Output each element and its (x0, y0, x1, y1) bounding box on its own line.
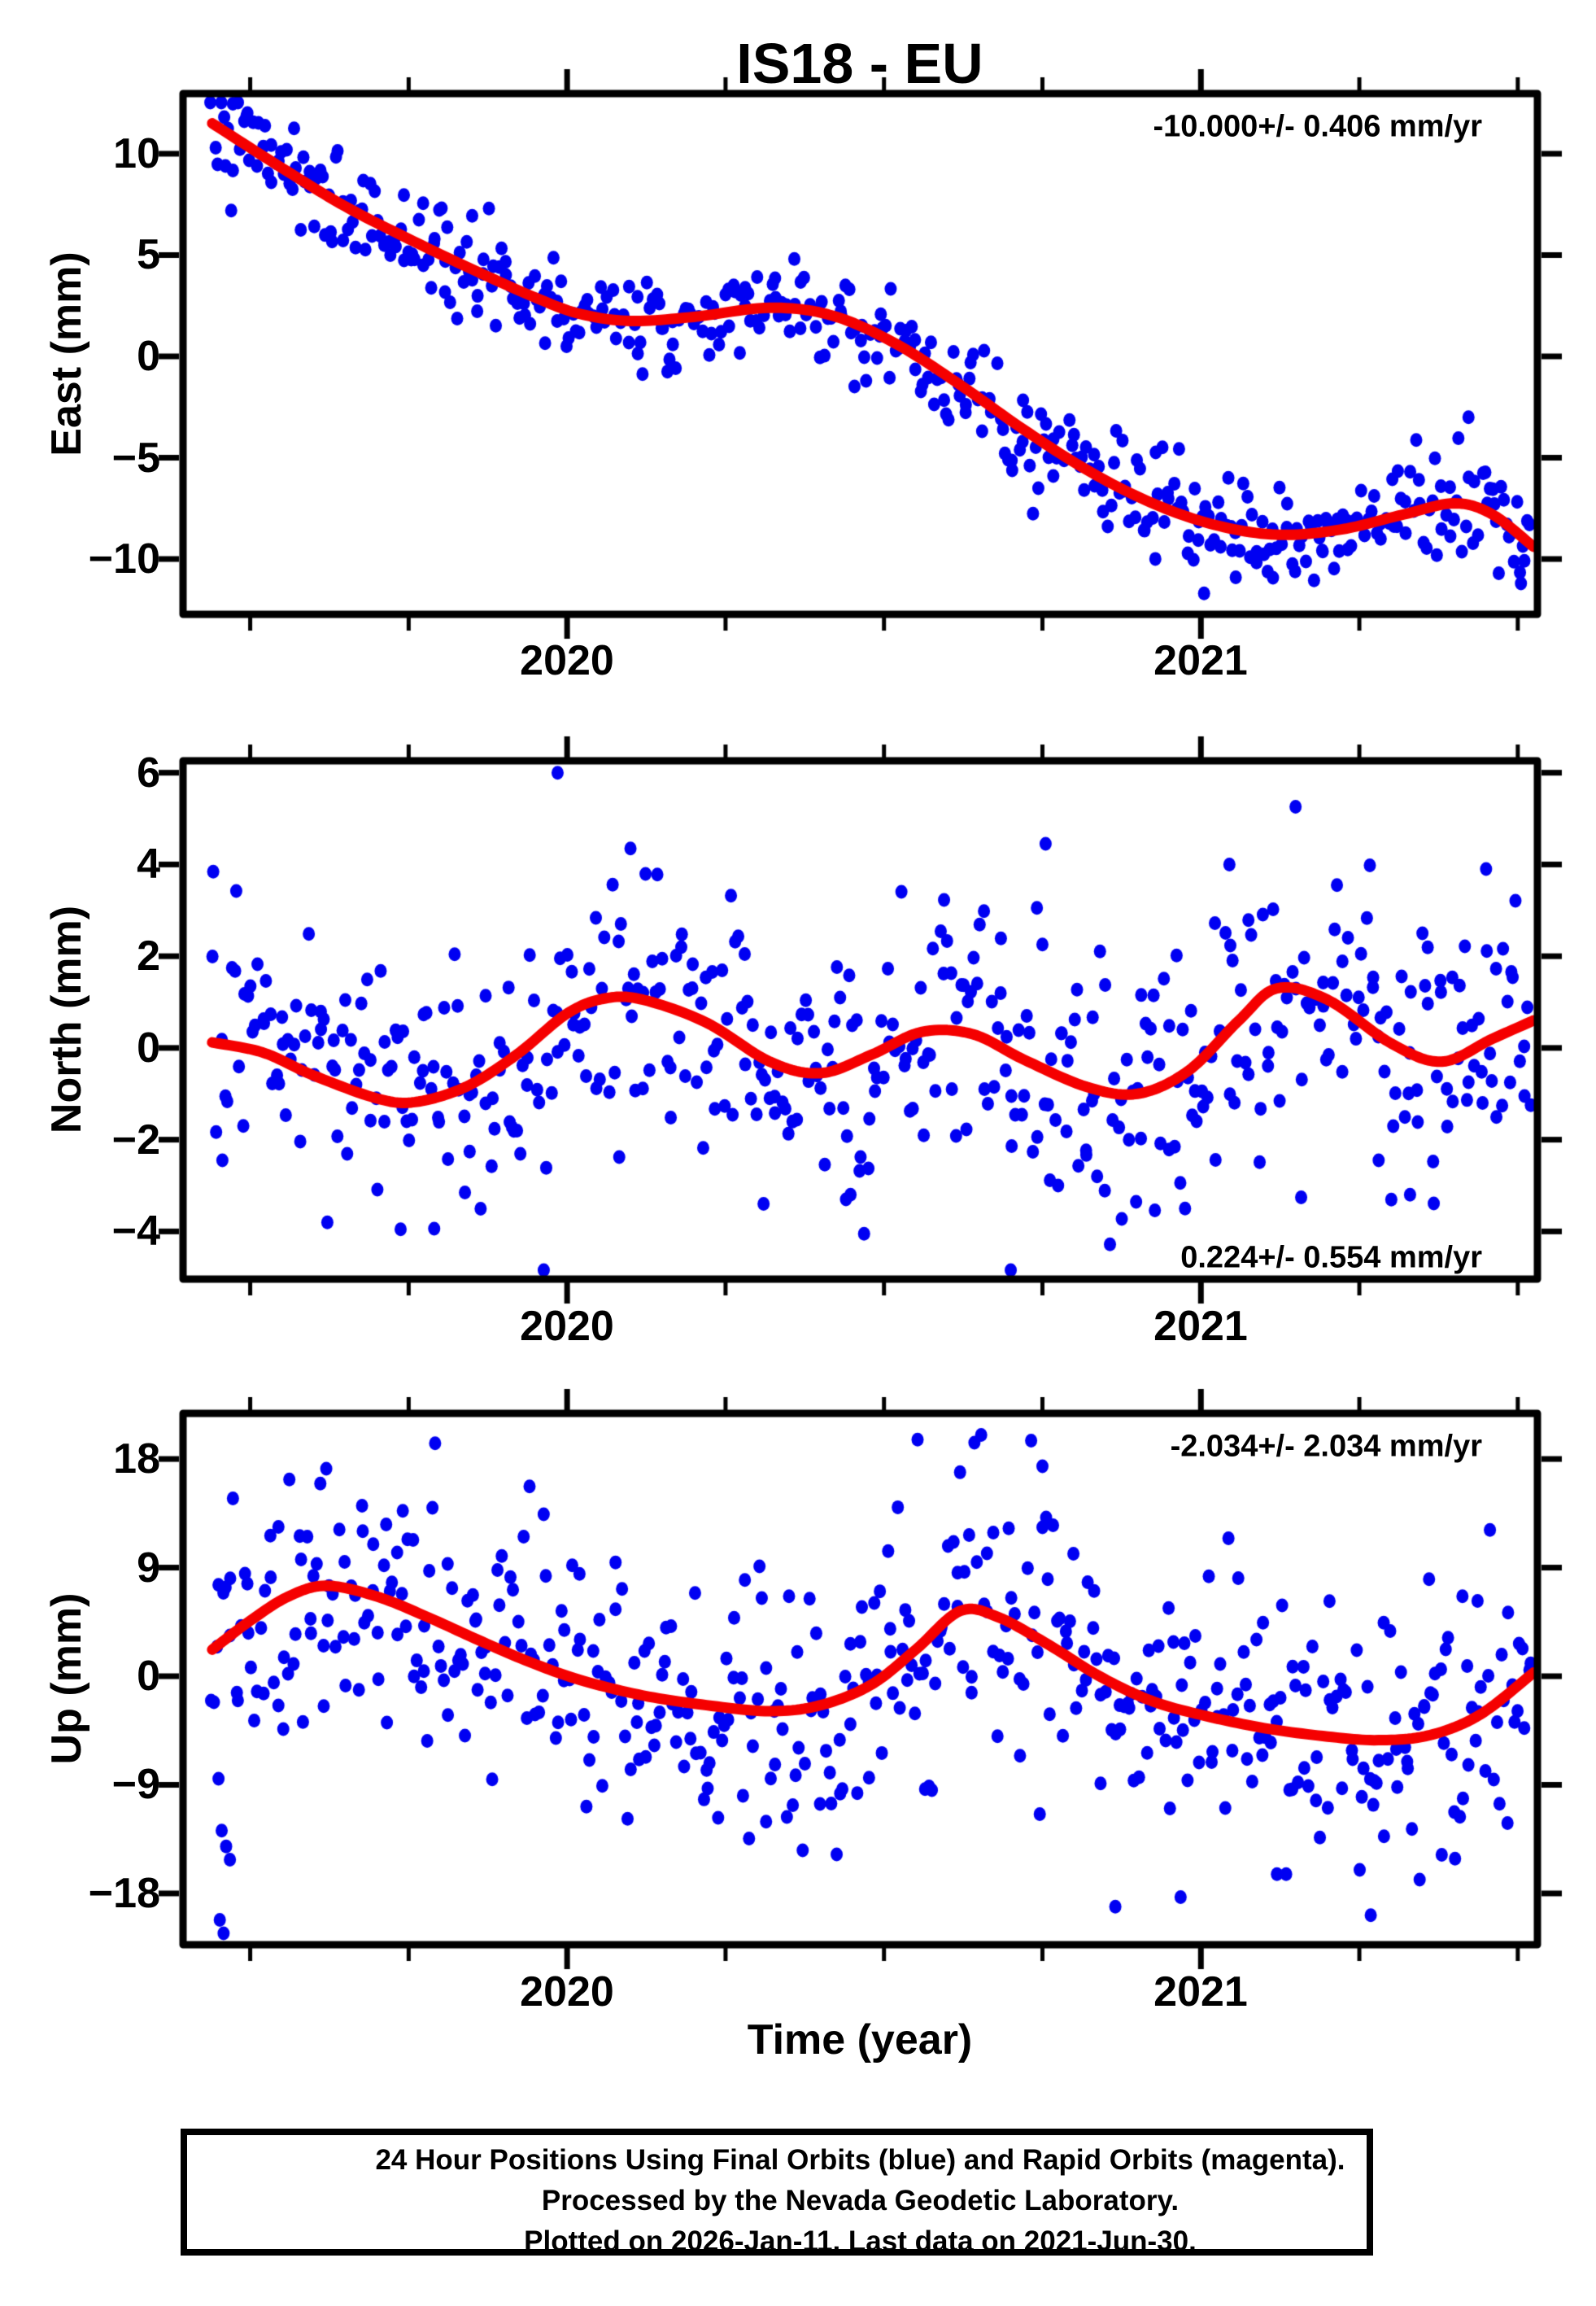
up-xtick-2021: 2021 (1153, 1968, 1248, 2016)
north-ytick-4: 4 (137, 841, 160, 889)
north-ytick-0: 0 (137, 1024, 160, 1072)
east-xtick-2021: 2021 (1153, 637, 1248, 684)
footer-line-2: Processed by the Nevada Geodetic Laborat… (541, 2185, 1180, 2216)
east-ytick-10: 10 (113, 129, 160, 177)
up-ytick-9: 9 (137, 1544, 160, 1592)
north-xtick-2020: 2020 (520, 1303, 614, 1350)
east-ytick-5: 5 (137, 231, 160, 279)
footer-line-3: Plotted on 2026-Jan-11. Last data on 202… (524, 2225, 1197, 2257)
footer-box (181, 2129, 1373, 2256)
east-xtick-2020: 2020 (520, 637, 614, 684)
up-ytick-−9: −9 (111, 1761, 160, 1809)
east-ytick-−5: −5 (111, 434, 160, 482)
footer-line-1: 24 Hour Positions Using Final Orbits (bl… (375, 2144, 1345, 2176)
east-ytick-−10: −10 (88, 535, 160, 583)
east-ytick-0: 0 (137, 332, 160, 380)
up-rate-annotation: -2.034+/- 2.034 mm/yr (1170, 1429, 1482, 1464)
north-ytick-−4: −4 (111, 1208, 160, 1256)
north-rate-annotation: 0.224+/- 0.554 mm/yr (1180, 1240, 1482, 1275)
up-xtick-2020: 2020 (520, 1968, 614, 2016)
north-ytick-−2: −2 (111, 1116, 160, 1164)
east-rate-annotation: -10.000+/- 0.406 mm/yr (1153, 109, 1482, 144)
up-ytick-18: 18 (113, 1435, 160, 1483)
x-axis-title: Time (year) (747, 2016, 973, 2064)
up-ytick-−18: −18 (88, 1869, 160, 1917)
north-ytick-6: 6 (137, 749, 160, 797)
north-ytick-2: 2 (137, 932, 160, 980)
footer-note: 24 Hour Positions Using Final Orbits (bl… (183, 2140, 1537, 2262)
page-title: IS18 - EU (736, 32, 983, 95)
north-xtick-2021: 2021 (1153, 1303, 1248, 1350)
up-ytick-0: 0 (137, 1653, 160, 1700)
